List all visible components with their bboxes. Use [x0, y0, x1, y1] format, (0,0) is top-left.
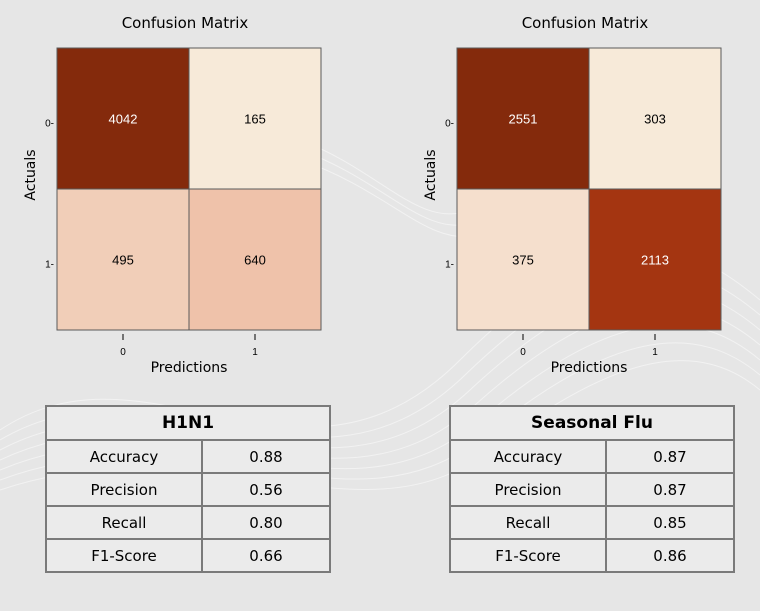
x-axis-label: Predictions [551, 360, 628, 376]
confusion-matrix-h1n1: 4042 165 495 640 0 1 0- 1- Predictions Actuals [23, 47, 322, 376]
table-row: Accuracy 0.87 [449, 439, 735, 474]
y-tick-label: 1- [45, 260, 54, 271]
heatmap-cell [56, 47, 190, 190]
cell-value-label: 303 [644, 112, 666, 127]
confusion-matrix-title: Confusion Matrix [121, 14, 249, 32]
x-tick-label: 0 [520, 347, 526, 358]
metric-value: 0.86 [605, 538, 735, 573]
metric-name: Recall [449, 505, 607, 540]
cell-value-label: 2551 [509, 112, 538, 127]
heatmap-cell [56, 188, 190, 331]
cell-value-label: 640 [244, 253, 266, 268]
cell-value-label: 2113 [641, 253, 669, 268]
metric-value: 0.87 [605, 439, 735, 474]
y-axis-label: Actuals [423, 149, 439, 200]
seasonal-flu-panel: Confusion Matrix 2551 303 375 2113 0 1 0- 1- Pre… [380, 0, 760, 611]
metric-name: F1-Score [449, 538, 607, 573]
cell-value-label: 495 [112, 253, 134, 268]
metric-name: Recall [45, 505, 203, 540]
x-axis-label: Predictions [151, 360, 228, 376]
x-tick-label: 0 [120, 347, 126, 358]
table-row: Accuracy 0.88 [45, 439, 331, 474]
cell-value-label: 375 [512, 253, 534, 268]
table-row: Recall 0.85 [449, 505, 735, 540]
table-header: Seasonal Flu [449, 405, 735, 441]
confusion-matrix-title: Confusion Matrix [521, 14, 649, 32]
metric-value: 0.87 [605, 472, 735, 507]
heatmap-cell [588, 47, 722, 190]
metric-name: Accuracy [45, 439, 203, 474]
confusion-matrix-seasonal-flu: 2551 303 375 2113 0 1 0- 1- Predictions Actuals [423, 47, 722, 376]
heatmap-cell [588, 188, 722, 331]
x-tick-label: 1 [252, 347, 258, 358]
metric-value: 0.80 [201, 505, 331, 540]
table-row: Precision 0.56 [45, 472, 331, 507]
metric-value: 0.56 [201, 472, 331, 507]
cell-value-label: 165 [244, 112, 266, 127]
y-tick-label: 0- [45, 119, 54, 130]
metric-name: Accuracy [449, 439, 607, 474]
metric-value: 0.85 [605, 505, 735, 540]
metric-value: 0.88 [201, 439, 331, 474]
seasonal-flu-metrics-table: Seasonal Flu Accuracy 0.87 Precision 0.8… [449, 405, 735, 573]
metric-value: 0.66 [201, 538, 331, 573]
y-axis-label: Actuals [23, 149, 39, 200]
h1n1-panel: Confusion Matrix 4042 165 495 640 0 1 0- 1- Pred… [23, 14, 331, 573]
heatmap-cell [456, 47, 590, 190]
metric-name: F1-Score [45, 538, 203, 573]
table-row: Recall 0.80 [45, 505, 331, 540]
table-row: F1-Score 0.86 [449, 538, 735, 573]
y-tick-label: 0- [445, 119, 454, 130]
heatmap-cell [188, 188, 322, 331]
y-tick-label: 1- [445, 260, 454, 271]
heatmap-cell [188, 47, 322, 190]
metric-name: Precision [449, 472, 607, 507]
table-header: H1N1 [45, 405, 331, 441]
x-tick-label: 1 [652, 347, 658, 358]
cell-value-label: 4042 [109, 112, 138, 127]
metric-name: Precision [45, 472, 203, 507]
table-row: Precision 0.87 [449, 472, 735, 507]
table-row: F1-Score 0.66 [45, 538, 331, 573]
h1n1-metrics-table: H1N1 Accuracy 0.88 Precision 0.56 Recall… [45, 405, 331, 573]
